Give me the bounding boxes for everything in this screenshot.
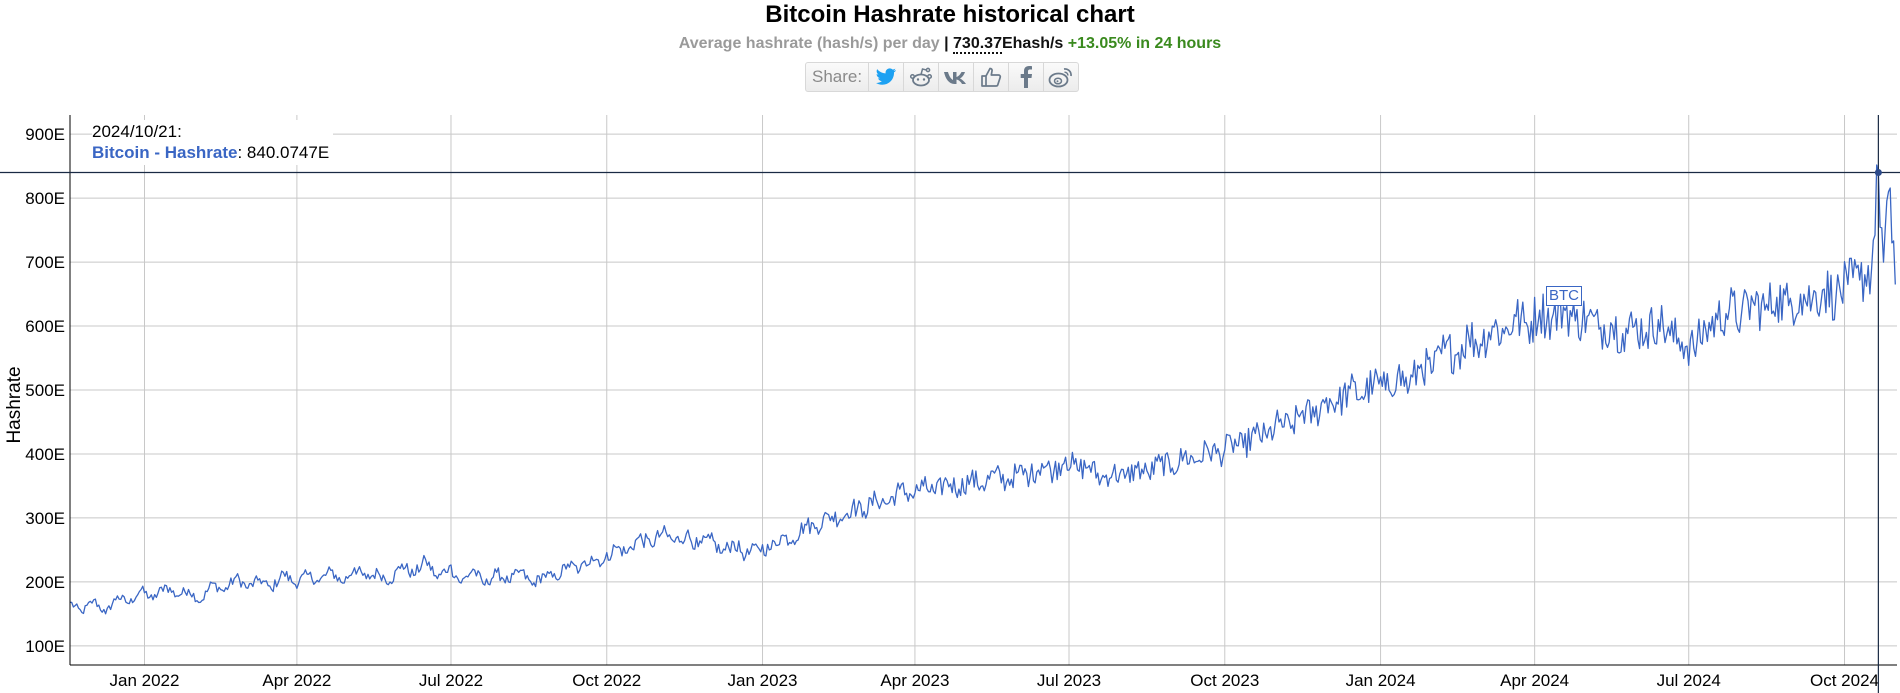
chart-tooltip: 2024/10/21: Bitcoin - Hashrate: 840.0747…	[92, 120, 334, 165]
crosshair-point	[1874, 169, 1882, 177]
x-tick-label: Oct 2024	[1810, 671, 1879, 690]
chart-subtitle: Average hashrate (hash/s) per day | 730.…	[0, 33, 1900, 55]
reddit-icon	[910, 67, 933, 87]
x-tick-label: Jan 2023	[728, 671, 798, 690]
x-tick-label: Jan 2022	[110, 671, 180, 690]
vk-icon	[944, 72, 967, 84]
y-tick-label: 200E	[25, 573, 65, 592]
y-axis-title: Hashrate	[4, 366, 25, 443]
like-icon	[981, 67, 1002, 87]
share-vk-button[interactable]	[939, 63, 975, 91]
twitter-icon	[875, 68, 897, 85]
y-tick-label: 800E	[25, 189, 65, 208]
x-tick-label: Jul 2022	[419, 671, 483, 690]
facebook-icon	[1020, 66, 1033, 88]
chart-gridlines	[70, 115, 1897, 665]
y-tick-label: 300E	[25, 509, 65, 528]
share-bar: Share:	[805, 62, 1080, 92]
page-title: Bitcoin Hashrate historical chart	[765, 1, 1135, 28]
y-tick-label: 600E	[25, 317, 65, 336]
current-hashrate-value[interactable]: 730.37	[953, 35, 1002, 54]
subtitle-separator: |	[944, 35, 949, 52]
share-weibo-button[interactable]	[1044, 63, 1078, 91]
share-reddit-button[interactable]	[904, 63, 940, 91]
x-tick-label: Apr 2024	[1500, 671, 1569, 690]
y-tick-label: 500E	[25, 381, 65, 400]
subtitle-label: Average hashrate (hash/s) per day	[678, 35, 940, 52]
tooltip-value-row: Bitcoin - Hashrate: 840.0747E	[92, 142, 329, 163]
y-tick-label: 400E	[25, 445, 65, 464]
hashrate-change-24h: +13.05% in 24 hours	[1067, 35, 1222, 52]
share-label: Share:	[806, 63, 870, 91]
y-tick-label: 900E	[25, 125, 65, 144]
x-tick-label: Jan 2024	[1346, 671, 1416, 690]
share-twitter-button[interactable]	[869, 63, 905, 91]
x-tick-label: Jul 2023	[1037, 671, 1101, 690]
hashrate-series-line	[69, 164, 1896, 615]
x-tick-label: Oct 2023	[1190, 671, 1259, 690]
btc-annotation-flag[interactable]: BTC	[1546, 286, 1582, 306]
tooltip-date: 2024/10/21:	[92, 122, 182, 141]
chart-axes	[69, 115, 1897, 666]
share-like-button[interactable]	[974, 63, 1010, 91]
x-tick-label: Apr 2022	[262, 671, 331, 690]
current-hashrate-unit: Ehash/s	[1001, 35, 1064, 52]
weibo-icon	[1048, 68, 1072, 88]
x-tick-label: Apr 2023	[880, 671, 949, 690]
crosshair	[0, 115, 1900, 693]
x-tick-label: Jul 2024	[1657, 671, 1721, 690]
x-tick-label: Oct 2022	[572, 671, 641, 690]
y-tick-label: 100E	[25, 637, 65, 656]
x-axis-tick-labels: Jan 2022 Apr 2022 Jul 2022 Oct 2022 Jan 2023…	[110, 671, 1879, 690]
y-tick-label: 700E	[25, 253, 65, 272]
y-axis-tick-labels: 100E 200E 300E 400E 500E 600E 700E 800E 900E	[25, 125, 65, 656]
share-facebook-button[interactable]	[1009, 63, 1045, 91]
tooltip-value: : 840.0747E	[237, 143, 330, 162]
tooltip-series-name: Bitcoin - Hashrate	[92, 143, 238, 162]
